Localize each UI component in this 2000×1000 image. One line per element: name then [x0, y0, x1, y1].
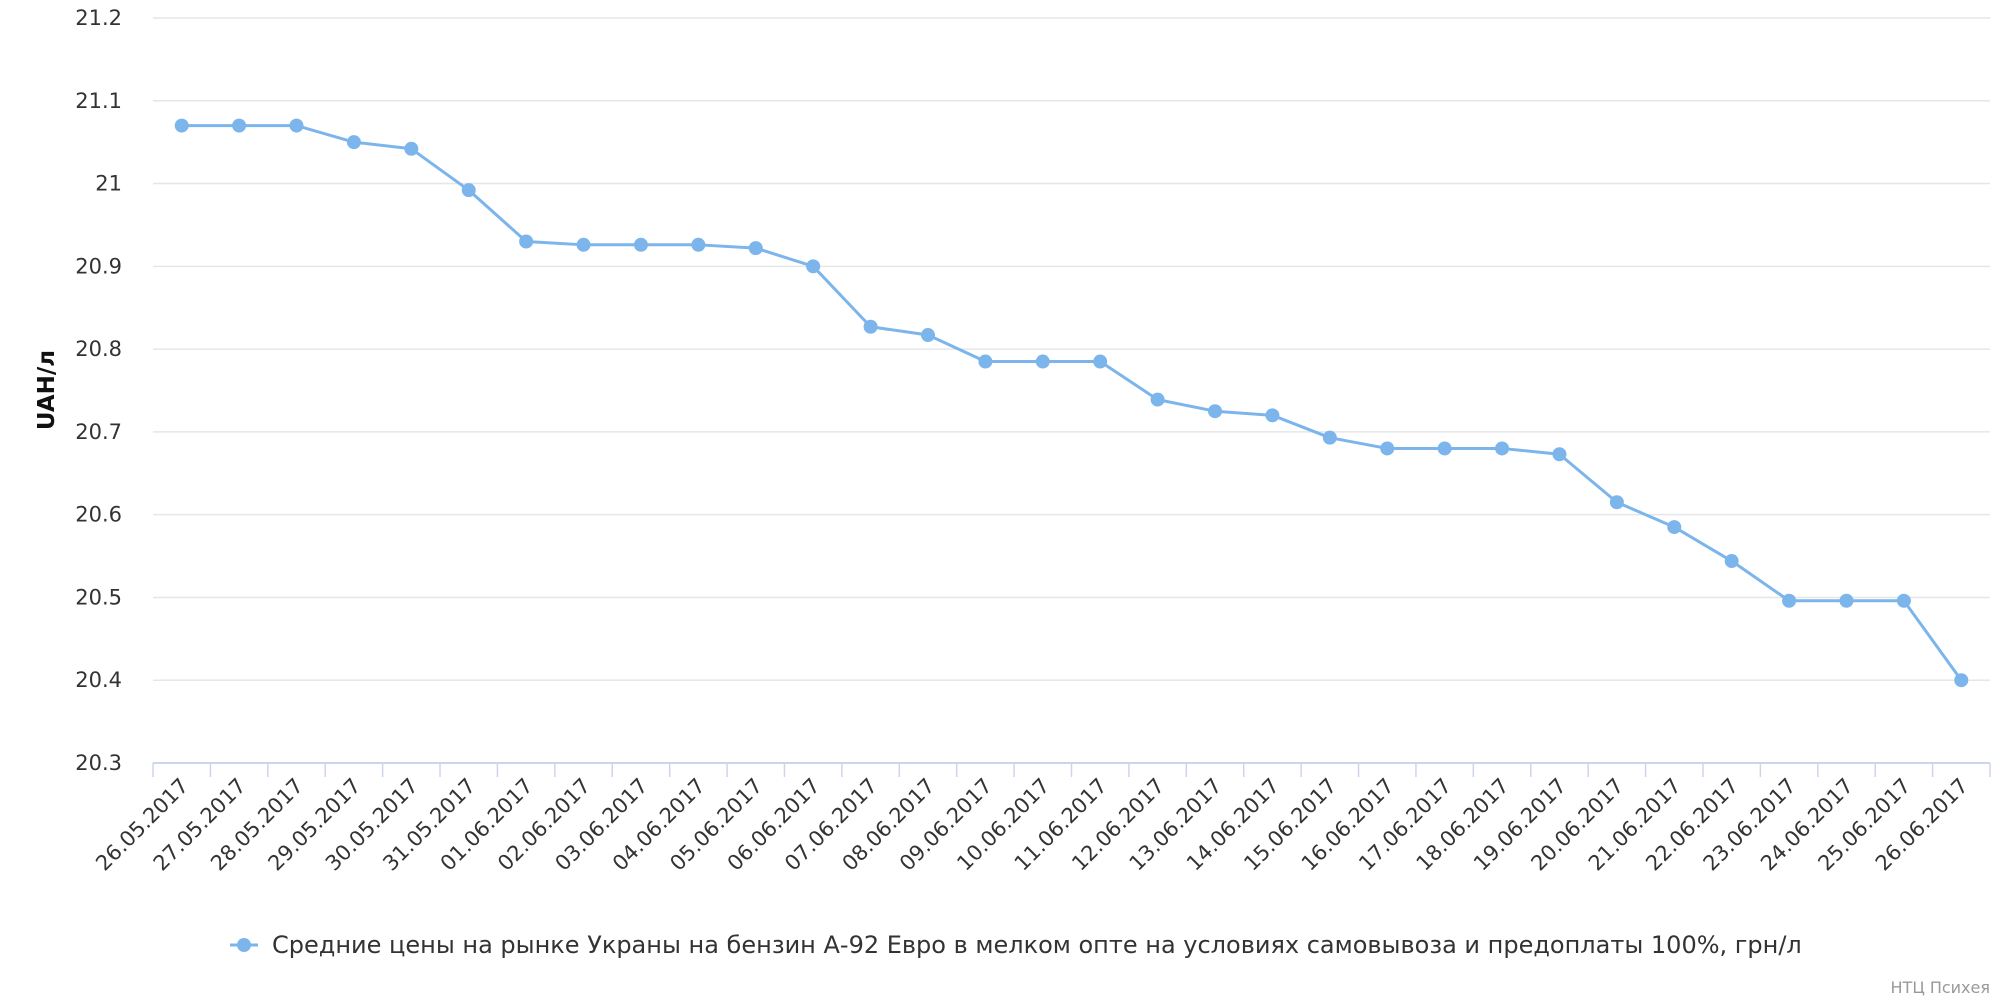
data-point[interactable]	[1150, 392, 1165, 407]
y-tick-label: 20.6	[75, 503, 122, 527]
data-point[interactable]	[519, 234, 534, 249]
legend-marker-icon	[237, 938, 251, 952]
data-point[interactable]	[978, 354, 993, 369]
data-point[interactable]	[1552, 447, 1567, 462]
y-tick-label: 20.4	[75, 668, 122, 692]
data-point[interactable]	[1035, 354, 1050, 369]
data-point[interactable]	[576, 237, 591, 252]
data-point[interactable]	[920, 328, 935, 343]
y-tick-label: 20.7	[75, 420, 122, 444]
x-axis-ticks: 26.05.201727.05.201728.05.201729.05.2017…	[91, 763, 1991, 876]
legend[interactable]: Средние цены на рынке Украны на бензин А…	[230, 931, 1802, 959]
data-point[interactable]	[691, 237, 706, 252]
data-point[interactable]	[806, 259, 821, 274]
grid-lines	[153, 17, 1990, 681]
data-point[interactable]	[404, 141, 419, 156]
data-point[interactable]	[289, 118, 304, 133]
data-point[interactable]	[461, 183, 476, 198]
data-point[interactable]	[1609, 495, 1624, 510]
data-point[interactable]	[1093, 354, 1108, 369]
data-point[interactable]	[174, 118, 189, 133]
data-point[interactable]	[1495, 441, 1510, 456]
data-point[interactable]	[232, 118, 247, 133]
y-tick-label: 21.1	[75, 89, 122, 113]
y-tick-label: 20.9	[75, 254, 122, 278]
data-point[interactable]	[1667, 520, 1682, 535]
y-tick-label: 21.2	[75, 6, 122, 30]
series-price	[174, 118, 1969, 688]
data-point[interactable]	[633, 237, 648, 252]
data-point[interactable]	[1954, 673, 1969, 688]
y-tick-label: 20.5	[75, 585, 122, 609]
data-point[interactable]	[1322, 430, 1337, 445]
data-point[interactable]	[1265, 408, 1280, 423]
y-axis-label: UAH/л	[34, 350, 60, 430]
data-point[interactable]	[1839, 593, 1854, 608]
data-point[interactable]	[1782, 593, 1797, 608]
data-point[interactable]	[863, 319, 878, 334]
data-point[interactable]	[346, 135, 361, 150]
y-axis-ticks: 20.3 20.4 20.5 20.6 20.7 20.8 20.9 21 21.1 21.2	[75, 6, 122, 775]
series-line	[181, 124, 1963, 682]
y-tick-label: 21	[95, 172, 122, 196]
data-point[interactable]	[1208, 404, 1223, 419]
data-point[interactable]	[748, 241, 763, 256]
y-tick-label: 20.3	[75, 751, 122, 775]
legend-label: Средние цены на рынке Украны на бензин А…	[272, 931, 1802, 959]
data-point[interactable]	[1437, 441, 1452, 456]
data-point[interactable]	[1896, 593, 1911, 608]
data-point[interactable]	[1724, 554, 1739, 569]
credit-text[interactable]: НТЦ Психея	[1891, 978, 1990, 997]
y-tick-label: 20.8	[75, 337, 122, 361]
data-point[interactable]	[1380, 441, 1395, 456]
